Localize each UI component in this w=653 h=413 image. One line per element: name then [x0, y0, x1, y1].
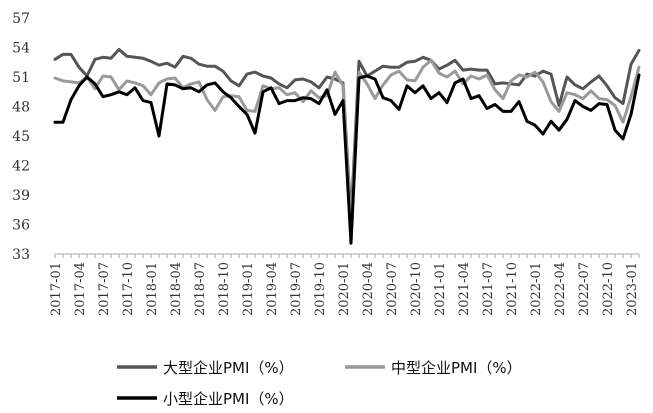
x-tick-label: 2018-10: [217, 262, 232, 316]
x-tick-label: 2017-10: [121, 262, 136, 316]
x-tick-label: 2017-04: [73, 262, 88, 316]
x-tick-label: 2021-07: [481, 262, 496, 316]
x-tick-label: 2021-04: [457, 262, 472, 316]
x-tick-label: 2022-04: [553, 262, 568, 316]
y-tick-label: 39: [12, 188, 30, 204]
x-tick-label: 2022-10: [601, 262, 616, 316]
x-tick-label: 2018-04: [169, 262, 184, 316]
x-tick-label: 2019-01: [241, 262, 256, 316]
series-lines: [55, 50, 639, 244]
y-tick-label: 51: [12, 70, 30, 86]
x-axis-ticks: 2017-01 2017-04 2017-07 2017-10 2018-01 2018-…: [49, 262, 640, 316]
y-tick-label: 57: [12, 11, 30, 27]
x-tick-label: 2017-07: [97, 262, 112, 316]
y-tick-label: 54: [12, 41, 30, 57]
x-axis-tick-marks: [55, 254, 639, 258]
y-tick-label: 33: [12, 247, 30, 263]
x-tick-label: 2022-01: [529, 262, 544, 316]
legend-label: 中型企业PMI（%）: [391, 359, 522, 377]
x-tick-label: 2020-01: [337, 262, 352, 316]
x-tick-label: 2018-01: [145, 262, 160, 316]
x-tick-label: 2023-01: [625, 262, 640, 316]
x-tick-label: 2020-04: [361, 262, 376, 316]
x-tick-label: 2019-07: [289, 262, 304, 316]
series-line-1: [55, 60, 639, 229]
y-tick-label: 36: [12, 218, 30, 234]
x-tick-label: 2017-01: [49, 262, 64, 316]
x-tick-label: 2020-07: [385, 262, 400, 316]
y-tick-label: 48: [12, 100, 30, 116]
legend-label: 小型企业PMI（%）: [163, 390, 294, 408]
x-tick-label: 2019-10: [313, 262, 328, 316]
y-tick-label: 45: [12, 129, 30, 145]
legend-label: 大型企业PMI（%）: [163, 359, 294, 377]
x-tick-label: 2018-07: [193, 262, 208, 316]
x-tick-label: 2021-10: [505, 262, 520, 316]
x-tick-label: 2020-10: [409, 262, 424, 316]
x-tick-label: 2021-01: [433, 262, 448, 316]
x-tick-label: 2019-04: [265, 262, 280, 316]
legend: 大型企业PMI（%） 中型企业PMI（%） 小型企业PMI（%）: [117, 359, 522, 408]
y-axis-ticks: 33 36 39 42 45 48 51 54 57: [12, 11, 30, 263]
y-tick-label: 42: [12, 159, 30, 175]
x-tick-label: 2022-07: [577, 262, 592, 316]
